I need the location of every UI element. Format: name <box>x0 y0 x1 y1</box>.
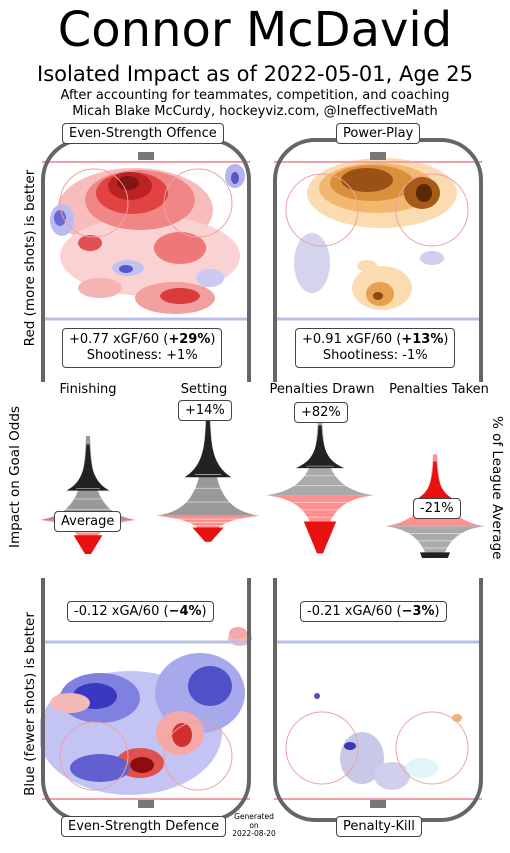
left-axis-label-top: Red (more shots) is better <box>22 169 38 347</box>
violin-label-penalties-taken: Penalties Taken <box>389 382 489 397</box>
page-title: Connor McDavid <box>57 2 453 58</box>
violin-chart <box>30 398 500 558</box>
stat-penalty-kill: -0.21 xGA/60 (−3%) <box>300 601 447 622</box>
estimate-penalties-taken: -21% <box>413 498 461 519</box>
left-axis-label-bottom: Blue (fewer shots) is better <box>22 612 38 796</box>
violin-finishing <box>40 436 136 554</box>
estimate-finishing: Average <box>54 511 122 532</box>
penalty-kill-heatmap <box>314 693 462 790</box>
note-line-1: After accounting for teammates, competit… <box>60 88 450 103</box>
violin-lower <box>385 526 485 558</box>
generated-stamp: Generated on 2022-08-20 <box>232 812 276 838</box>
violin-upper-core <box>295 425 345 469</box>
shootiness-power-play: Shootiness: -1% <box>322 348 428 363</box>
note-line-2: Micah Blake McCurdy, hockeyviz.com, @Ine… <box>72 104 438 119</box>
stat-es-offence: +0.77 xGF/60 (+29%) Shootiness: +1% <box>62 328 223 368</box>
label-penalty-kill: Penalty-Kill <box>336 816 422 837</box>
violin-label-setting: Setting <box>180 382 228 397</box>
violin-upper-core <box>412 461 458 502</box>
label-power-play: Power-Play <box>336 123 421 144</box>
stat-es-defence: -0.12 xGA/60 (−4%) <box>67 601 214 622</box>
violin-lower-core <box>420 552 450 558</box>
violin-penalties-drawn <box>266 417 374 554</box>
violin-lower-core <box>73 535 103 554</box>
es-offence-heatmap <box>50 164 245 314</box>
es-defence-heatmap <box>40 627 252 795</box>
estimate-setting: +14% <box>178 400 232 421</box>
violin-label-finishing: Finishing <box>59 382 117 397</box>
page-subtitle: Isolated Impact as of 2022-05-01, Age 25 <box>37 62 473 86</box>
violin-upper-core <box>184 416 232 478</box>
power-play-heatmap <box>294 158 457 310</box>
rink-es-offence <box>40 138 252 382</box>
stat-power-play: +0.91 xGF/60 (+13%) Shootiness: -1% <box>295 328 456 368</box>
shootiness-es-offence: Shootiness: +1% <box>86 348 198 363</box>
label-es-defence: Even-Strength Defence <box>61 816 227 837</box>
left-axis-label-mid: Impact on Goal Odds <box>7 406 23 548</box>
label-es-offence: Even-Strength Offence <box>62 123 224 144</box>
violin-setting <box>156 405 260 542</box>
violin-upper-core <box>66 444 110 491</box>
estimate-penalties-drawn: +82% <box>294 402 348 423</box>
violin-lower-core <box>303 521 337 554</box>
violin-label-penalties-drawn: Penalties Drawn <box>269 382 375 397</box>
violin-lower-core <box>192 527 224 542</box>
